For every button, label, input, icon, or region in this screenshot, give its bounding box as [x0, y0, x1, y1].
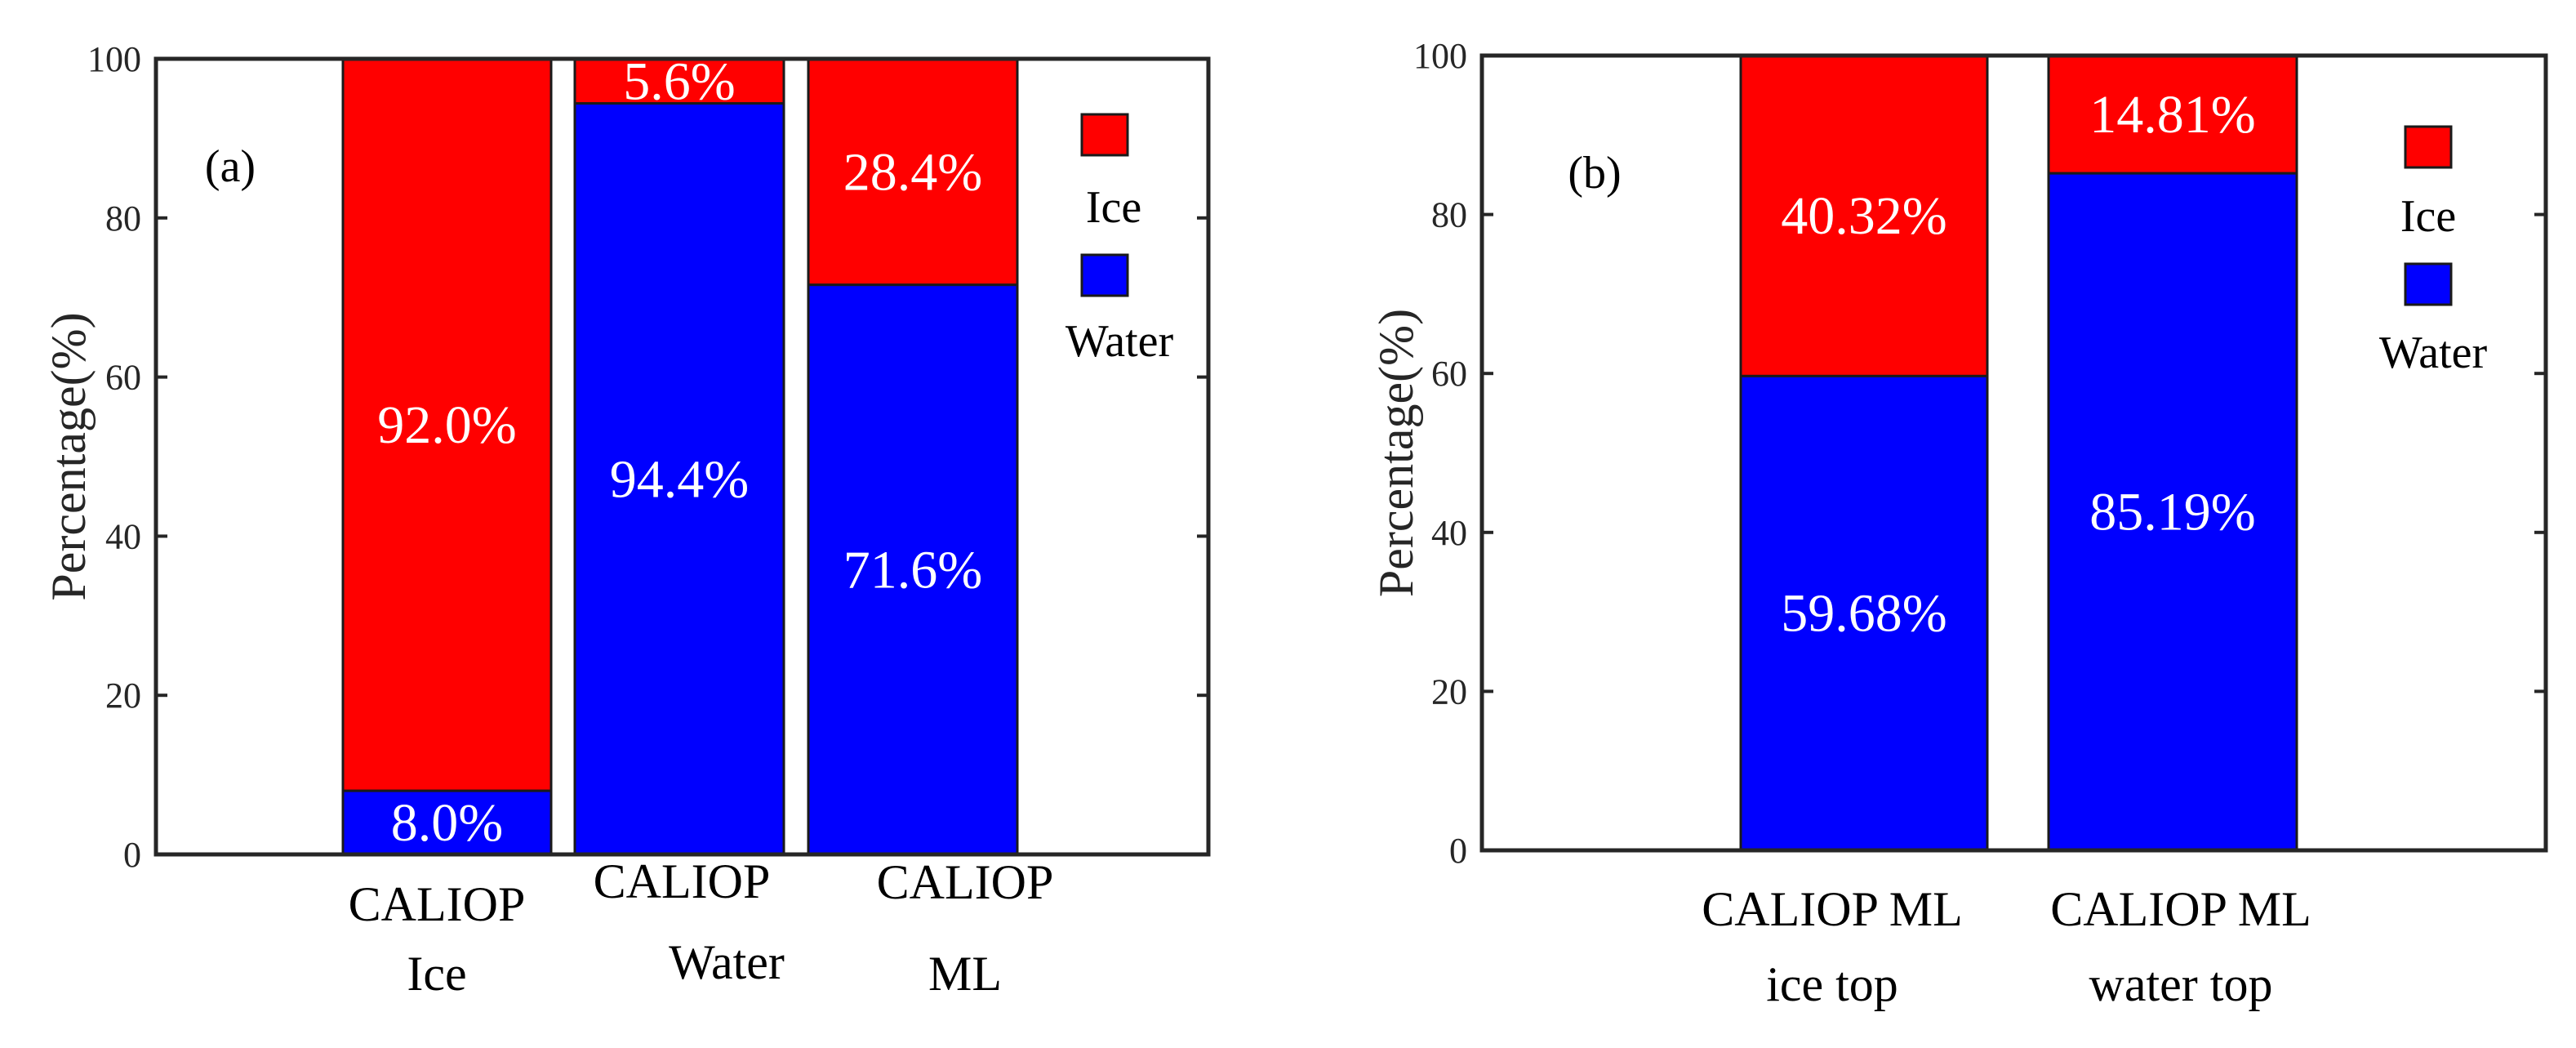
panel-b-category-label-0: CALIOP ML ice top [1702, 882, 1962, 1011]
panel-b-ylabel: Percentage(%) [1369, 309, 1423, 597]
panel-b-axes-box [1479, 53, 2548, 853]
panel-a-data-label-ice-2: 28.4% [843, 142, 982, 202]
panel-a-ytick-label-0: 0 [123, 835, 141, 875]
panel-b-data-label-water-0: 59.68% [1781, 584, 1946, 644]
panel-a-bar-ice-1 [573, 57, 785, 105]
panel-a-legend-ice-swatch [1080, 113, 1129, 157]
panel-a-bar-ice-2 [807, 57, 1019, 287]
panel-a-axes-box [153, 56, 1211, 857]
panel-a-category-label-2-line-0: CALIOP [877, 855, 1054, 909]
panel-a-data-label-ice-1: 5.6% [623, 51, 735, 111]
panel-a-chart: 8.0% 92.0% 94.4% 5.6% 71.6% 28.4% 0 20 40 60 80 100… [42, 39, 1211, 1001]
panel-b-category-label-1: CALIOP ML water top [2050, 882, 2311, 1011]
panel-b-bar-ice-1 [2047, 54, 2298, 175]
panel-b-data-label-water-1: 85.19% [2089, 483, 2255, 542]
panel-a-data-label-water-1: 94.4% [610, 449, 749, 509]
panel-b-legend-ice-swatch [2404, 125, 2453, 169]
panel-b-data-label-ice-1: 14.81% [2089, 85, 2255, 145]
panel-a-category-label-2-line-1: ML [928, 947, 1002, 1001]
panel-a-data-label-ice-0: 92.0% [377, 395, 516, 455]
panel-b-data-label-ice-0: 40.32% [1781, 186, 1946, 246]
panel-b-ytick-label-40: 40 [1431, 513, 1467, 553]
panel-a-category-label-1-line-0: CALIOP [594, 854, 771, 908]
panel-a-ytick-label-60: 60 [105, 358, 141, 398]
panel-a-panel-label: (a) [205, 141, 256, 192]
panel-b-plot-area [1482, 56, 2546, 850]
panel-b-category-label-1-line-0: CALIOP ML [2050, 882, 2311, 936]
panel-a-ytick-label-20: 20 [105, 676, 141, 716]
panel-b-ytick-label-80: 80 [1431, 195, 1467, 235]
panel-a-ytick-label-100: 100 [87, 39, 141, 79]
panel-a-bar-water-0 [341, 789, 553, 856]
panel-b-chart: 59.68% 40.32% 85.19% 14.81% 0 20 40 60 80 100 Perc… [1369, 36, 2548, 1011]
panel-b-bar-ice-0 [1739, 54, 1989, 377]
panel-a-legend-ice-label: Ice [1086, 182, 1141, 233]
panel-b-ytick-label-20: 20 [1431, 671, 1467, 711]
panel-b-bar-water-0 [1739, 374, 1989, 852]
panel-a-legend-water-swatch [1080, 253, 1129, 297]
panel-b-legend-water-label: Water [2379, 328, 2488, 378]
panel-b-ytick-label-0: 0 [1449, 831, 1467, 871]
panel-a-legend-water-label: Water [1066, 316, 1174, 367]
panel-a-ytick-label-40: 40 [105, 516, 141, 556]
panel-a-category-label-0-line-0: CALIOP [349, 877, 526, 931]
panel-a-ytick-label-80: 80 [105, 198, 141, 239]
panel-b-ytick-label-60: 60 [1431, 354, 1467, 394]
panel-a-bar-water-1 [573, 102, 785, 856]
panel-b-legend-ice-label: Ice [2400, 191, 2456, 242]
panel-a-category-label-2: CALIOP ML [877, 855, 1054, 1001]
panel-b-bar-water-1 [2047, 172, 2298, 852]
panel-a-data-label-water-2: 71.6% [843, 540, 982, 600]
panel-a-data-label-water-0: 8.0% [391, 793, 503, 853]
panel-a-category-label-1: CALIOP Water [594, 854, 785, 989]
panel-a-category-label-0-line-1: Ice [407, 947, 466, 1001]
panel-b-category-label-1-line-1: water top [2089, 957, 2273, 1011]
panel-b-legend-water-swatch [2404, 262, 2453, 306]
panel-a-category-label-1-line-1: Water [669, 935, 785, 989]
panel-b-category-label-0-line-0: CALIOP ML [1702, 882, 1962, 936]
panel-a-ylabel: Percentage(%) [42, 312, 96, 600]
panel-b-panel-label: (b) [1568, 148, 1621, 198]
panel-b-ytick-label-100: 100 [1413, 36, 1467, 76]
panel-a-category-label-0: CALIOP Ice [349, 877, 526, 1001]
panel-b-category-label-0-line-1: ice top [1766, 957, 1898, 1011]
